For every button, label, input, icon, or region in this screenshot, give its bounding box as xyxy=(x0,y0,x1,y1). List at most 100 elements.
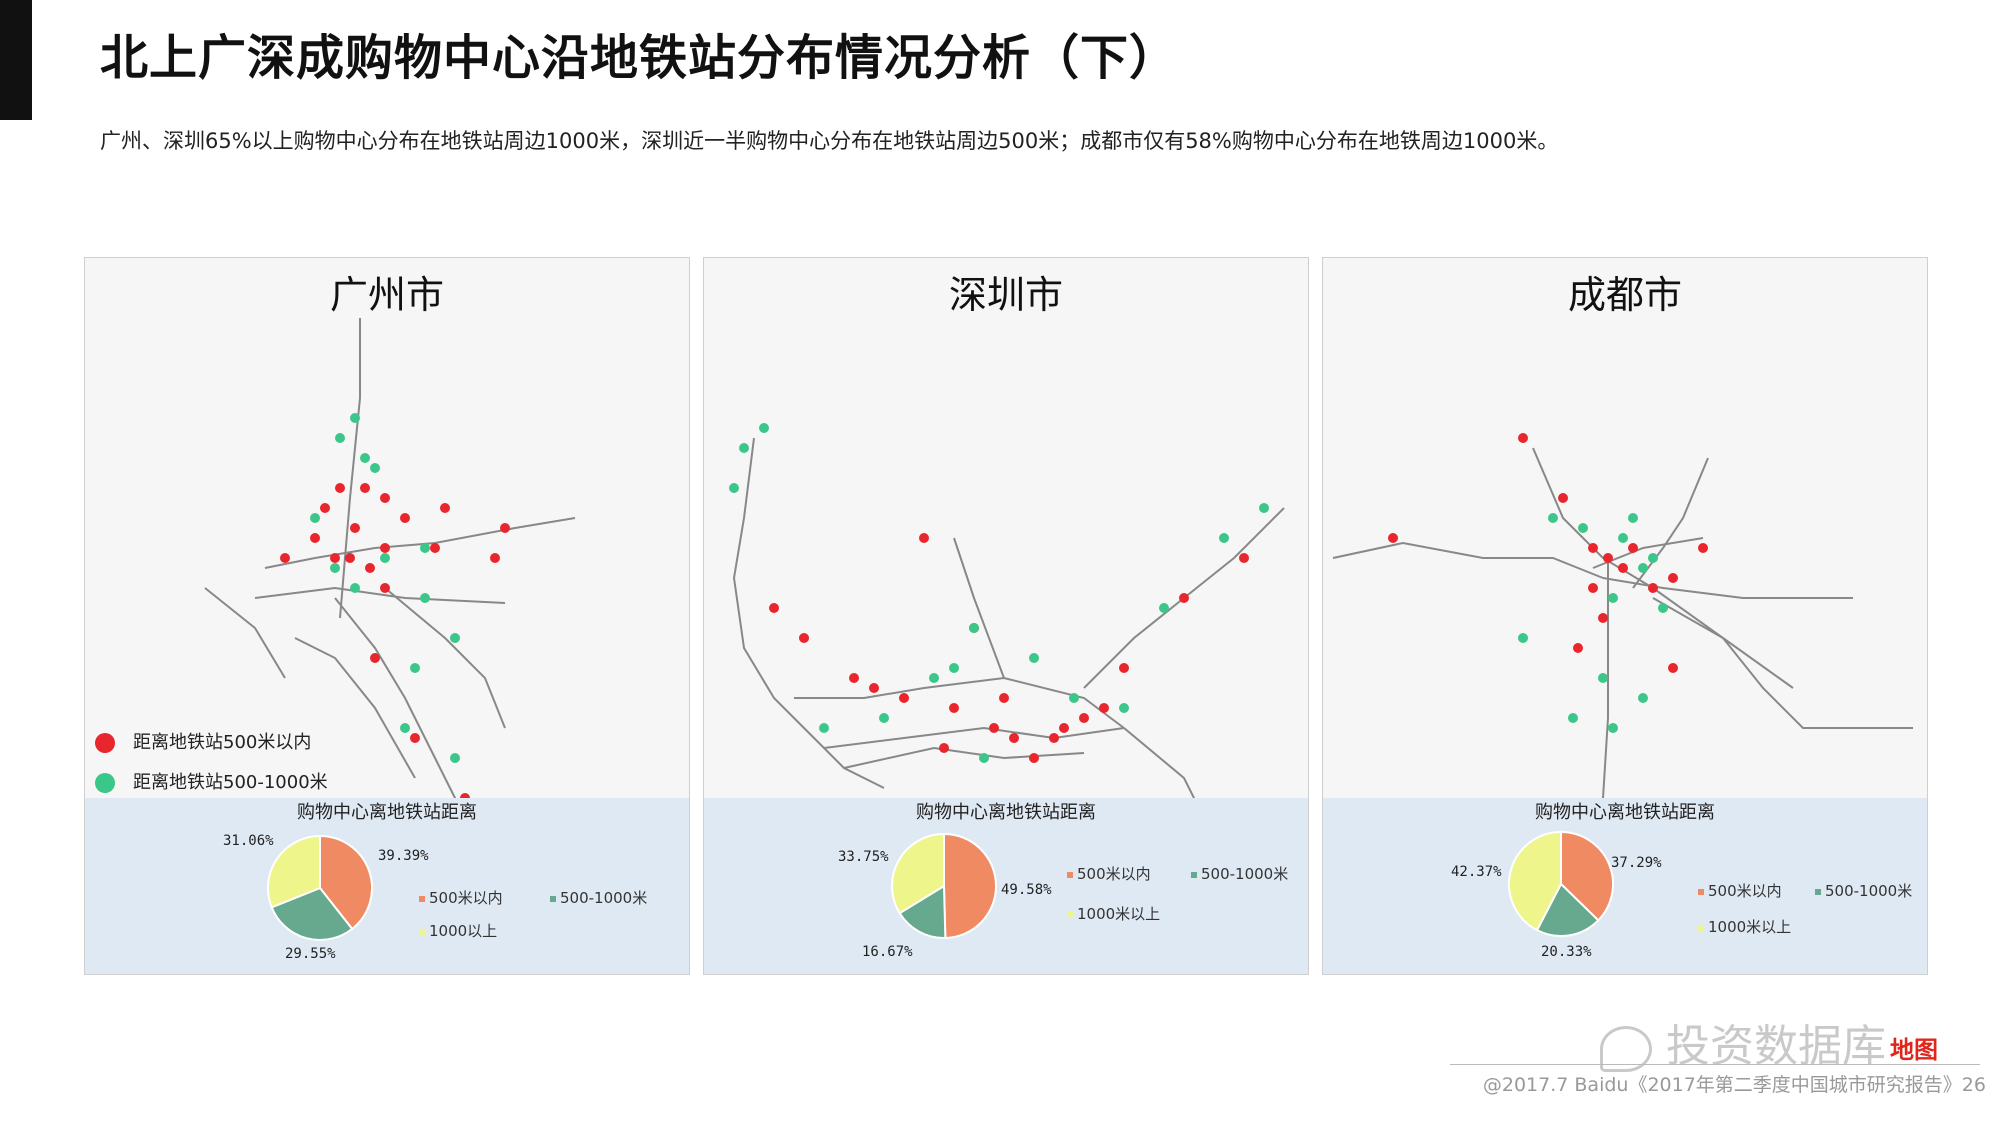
metro-line xyxy=(384,587,506,729)
station-dot-within-500 xyxy=(799,633,809,643)
station-dot-within-500 xyxy=(320,503,330,513)
station-dot-500-1000 xyxy=(1578,523,1588,533)
legend-green-label: 距离地铁站500-1000米 xyxy=(133,772,328,793)
map-chengdu xyxy=(1332,433,1913,833)
pie-slice-500-1000 xyxy=(270,886,354,941)
station-dot-within-500 xyxy=(1388,533,1398,543)
station-dot-within-500 xyxy=(350,523,360,533)
pie-chart-guangzhou: 购物中心离地铁站距离 39.39% 29.55% 31.06% 500米以内 5… xyxy=(85,798,689,974)
station-dot-500-1000 xyxy=(1518,633,1528,643)
station-dot-within-500 xyxy=(1618,563,1628,573)
station-dot-500-1000 xyxy=(759,423,769,433)
station-dot-500-1000 xyxy=(739,443,749,453)
wechat-icon xyxy=(1600,1026,1652,1072)
station-dot-within-500 xyxy=(1598,613,1608,623)
metro-line xyxy=(204,587,286,679)
station-dot-within-500 xyxy=(370,653,380,663)
station-dot-500-1000 xyxy=(969,623,979,633)
pie-slice-within-500 xyxy=(943,832,997,940)
station-dot-500-1000 xyxy=(370,463,380,473)
station-dot-within-500 xyxy=(1239,553,1249,563)
pie-legend-item: 500-1000米 xyxy=(1815,880,1912,901)
station-dot-within-500 xyxy=(1603,553,1613,563)
station-dot-within-500 xyxy=(365,563,375,573)
metro-line xyxy=(953,537,1005,679)
station-dot-500-1000 xyxy=(1648,553,1658,563)
pie-svg xyxy=(1508,830,1614,937)
station-dot-500-1000 xyxy=(400,723,410,733)
station-dot-within-500 xyxy=(899,693,909,703)
station-dot-500-1000 xyxy=(929,673,939,683)
city-title: 深圳市 xyxy=(948,273,1063,317)
pie-slice-within-500 xyxy=(1560,830,1614,922)
station-dot-within-500 xyxy=(1698,543,1708,553)
pie-legend-item: 500-1000米 xyxy=(1191,863,1288,884)
station-dot-500-1000 xyxy=(350,583,360,593)
station-dot-within-500 xyxy=(1588,543,1598,553)
pie-title: 购物中心离地铁站距离 xyxy=(916,802,1096,823)
map-legend-green: 距离地铁站500-1000米 xyxy=(95,768,328,794)
metro-line xyxy=(294,637,416,779)
station-dot-within-500 xyxy=(430,543,440,553)
pie-value-label: 31.06% xyxy=(223,833,274,849)
page-subtitle: 广州、深圳65%以上购物中心分布在地铁站周边1000米，深圳近一半购物中心分布在… xyxy=(100,129,1559,153)
metro-line xyxy=(1332,541,1604,579)
station-dot-500-1000 xyxy=(1608,723,1618,733)
pie-slice-500-1000 xyxy=(1535,882,1600,937)
pie-legend-item: 1000米以上 xyxy=(1698,916,1791,937)
pie-legend-item: 500米以内 xyxy=(1067,863,1151,884)
pie-legend-item: 500米以内 xyxy=(419,887,503,908)
station-dot-within-500 xyxy=(380,493,390,503)
metro-line xyxy=(1602,577,1853,599)
station-dot-500-1000 xyxy=(450,633,460,643)
station-dot-within-500 xyxy=(335,483,345,493)
pie-chart-chengdu: 购物中心离地铁站距离 37.29% 20.33% 42.37% 500米以内 5… xyxy=(1323,798,1927,974)
station-dot-500-1000 xyxy=(360,453,370,463)
station-dot-500-1000 xyxy=(949,663,959,673)
station-dot-within-500 xyxy=(330,553,340,563)
station-dot-within-500 xyxy=(500,523,510,533)
pie-slice-500-1000 xyxy=(898,884,947,939)
station-dot-500-1000 xyxy=(1159,603,1169,613)
pie-value-label: 29.55% xyxy=(285,946,336,962)
station-dot-500-1000 xyxy=(879,713,889,723)
red-dot-icon xyxy=(95,733,115,753)
pie-value-label: 42.37% xyxy=(1451,864,1502,880)
station-dot-within-500 xyxy=(380,583,390,593)
station-dot-within-500 xyxy=(440,503,450,513)
station-dot-within-500 xyxy=(1099,703,1109,713)
metro-line xyxy=(339,318,361,619)
station-dot-500-1000 xyxy=(1568,713,1578,723)
brand-logo: 地图 xyxy=(1890,1036,1938,1064)
map-shenzhen xyxy=(729,423,1285,959)
station-dot-within-500 xyxy=(360,483,370,493)
station-dot-within-500 xyxy=(949,703,959,713)
pie-chart-shenzhen: 购物中心离地铁站距离 49.58% 16.67% 33.75% 500米以内 5… xyxy=(704,798,1308,974)
metro-line xyxy=(254,586,506,604)
station-dot-within-500 xyxy=(869,683,879,693)
pie-legend-item: 500米以内 xyxy=(1698,880,1782,901)
station-dot-500-1000 xyxy=(1638,563,1648,573)
pie-value-label: 49.58% xyxy=(1001,882,1052,898)
pie-value-label: 20.33% xyxy=(1541,944,1592,960)
pie-slice-within-500 xyxy=(319,834,373,931)
pie-value-label: 16.67% xyxy=(862,944,913,960)
station-dot-500-1000 xyxy=(729,483,739,493)
station-dot-within-500 xyxy=(1628,543,1638,553)
metro-line xyxy=(1532,447,1794,689)
station-dot-within-500 xyxy=(1648,583,1658,593)
station-dot-500-1000 xyxy=(979,753,989,763)
station-dot-within-500 xyxy=(1588,583,1598,593)
left-accent-bar xyxy=(0,0,32,120)
station-dot-500-1000 xyxy=(1638,693,1648,703)
city-panel-shenzhen: 深圳市 购物中心离地铁站距离 49.58% 16.67% 33.75% 500米… xyxy=(703,257,1309,975)
station-dot-500-1000 xyxy=(1628,513,1638,523)
station-dot-within-500 xyxy=(769,603,779,613)
station-dot-within-500 xyxy=(310,533,320,543)
station-dot-500-1000 xyxy=(330,563,340,573)
metro-line xyxy=(732,437,885,789)
station-dot-within-500 xyxy=(1573,643,1583,653)
station-dot-500-1000 xyxy=(310,513,320,523)
pie-slice-over-1000 xyxy=(1508,830,1562,932)
station-dot-500-1000 xyxy=(450,753,460,763)
